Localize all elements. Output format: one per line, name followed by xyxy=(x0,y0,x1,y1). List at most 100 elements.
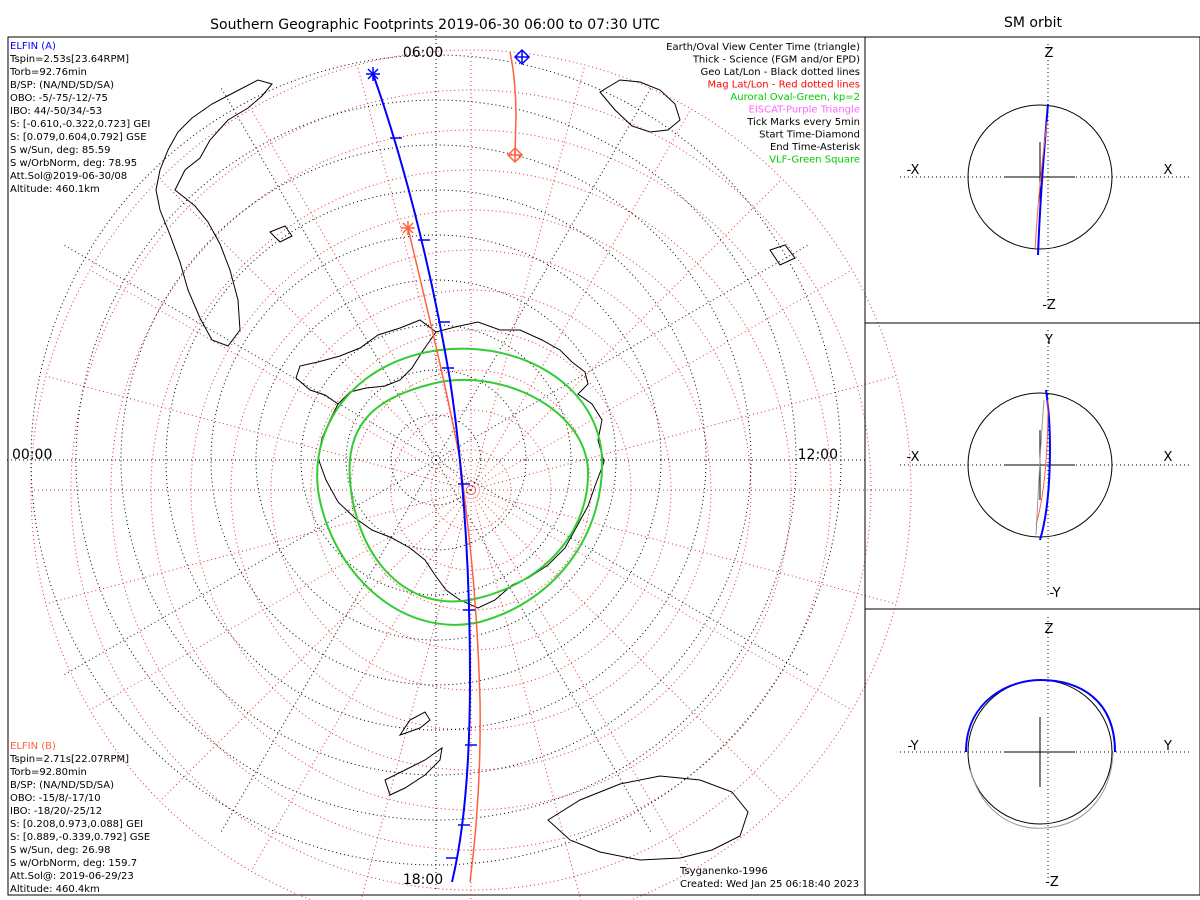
polar-map: 06:00 00:00 12:00 18:00 xyxy=(6,30,912,900)
elfin-b-line: S w/Sun, deg: 26.98 xyxy=(10,845,110,856)
hour-label-top: 06:00 xyxy=(403,45,443,61)
elfin-a-line: IBO: 44/-50/34/-53 xyxy=(10,106,102,117)
main-title: Southern Geographic Footprints 2019-06-3… xyxy=(210,17,660,33)
mag-lon-line xyxy=(45,489,472,605)
sm-panel-yz: Z -Z -Y Y xyxy=(900,617,1190,890)
start-marker-a xyxy=(513,48,531,66)
legend-item: VLF-Green Square xyxy=(769,155,860,166)
legend-item: EISCAT-Purple Triangle xyxy=(749,105,861,116)
mag-lon-line xyxy=(470,64,586,491)
geo-lon-line xyxy=(63,244,437,461)
elfin-b-line: B/SP: (NA/ND/SD/SA) xyxy=(10,780,114,791)
p2-right: X xyxy=(1164,450,1173,465)
elfin-b-name: ELFIN (B) xyxy=(10,741,56,752)
elfin-a-track xyxy=(372,73,472,883)
legend-item: End Time-Asterisk xyxy=(770,142,860,153)
mag-latlon-grid xyxy=(30,49,912,900)
geo-lat-circle xyxy=(120,144,752,776)
auroral-oval-outer xyxy=(316,347,604,626)
geo-lat-circle xyxy=(300,324,572,596)
p2-left: -X xyxy=(907,450,920,465)
elfin-a-ticks xyxy=(390,137,477,859)
geo-lon-line xyxy=(220,87,437,461)
australia-outline xyxy=(547,775,749,861)
africa-tip xyxy=(599,79,681,133)
elfin-b-info: ELFIN (B) Tspin=2.71s[22.07RPM] Torb=92.8… xyxy=(9,741,150,895)
mag-lon-line xyxy=(159,489,472,802)
p3-top: Z xyxy=(1045,622,1054,637)
elfin-a-line: B/SP: (NA/ND/SD/SA) xyxy=(10,80,114,91)
elfin-b-line: OBO: -15/8/-17/10 xyxy=(10,793,101,804)
credit-model: Tsyganenko-1996 xyxy=(679,866,768,877)
mag-lon-line xyxy=(470,178,783,491)
mag-lon-line xyxy=(470,489,783,802)
mag-lon-line xyxy=(356,64,472,491)
elfin-a-info: ELFIN (A) Tspin=2.53s[23.64RPM] Torb=92.7… xyxy=(9,41,150,195)
hour-label-bottom: 18:00 xyxy=(403,872,443,888)
elfin-b-line: Tspin=2.71s[22.07RPM] xyxy=(9,754,129,765)
geo-lon-line xyxy=(435,244,809,461)
credit-created: Created: Wed Jan 25 06:18:40 2023 xyxy=(680,879,859,890)
antarctica-outline xyxy=(317,321,605,609)
elfin-b-upper-track xyxy=(509,51,517,156)
p1-right: X xyxy=(1164,163,1173,178)
p3-left: -Y xyxy=(907,739,918,754)
p3-bottom: -Z xyxy=(1045,875,1059,890)
south-georgia xyxy=(269,225,293,243)
elfin-b-line: Torb=92.80min xyxy=(9,767,87,778)
kerguelen-island xyxy=(769,244,796,266)
geo-lat-circle xyxy=(345,369,527,551)
legend-item: Geo Lat/Lon - Black dotted lines xyxy=(701,67,860,78)
elfin-a-line: S w/OrbNorm, deg: 78.95 xyxy=(10,158,137,169)
elfin-b-line: IBO: -18/20/-25/12 xyxy=(10,806,102,817)
mag-lon-line xyxy=(470,108,692,491)
elfin-a-line: S: [-0.610,-0.322,0.723] GEI xyxy=(10,119,150,130)
end-marker-a xyxy=(366,67,380,81)
mag-lon-line xyxy=(159,178,472,491)
auroral-oval xyxy=(316,347,604,626)
legend-item: Tick Marks every 5min xyxy=(746,117,860,128)
elfin-b-line: Att.Sol@: 2019-06-29/23 xyxy=(10,871,134,882)
geo-lon-line xyxy=(435,459,652,833)
legend-item: Thick - Science (FGM and/or EPD) xyxy=(692,55,860,66)
elfin-b-lower-track xyxy=(407,227,481,883)
mag-lon-line xyxy=(470,489,582,900)
mag-lon-line xyxy=(470,489,692,872)
new-zealand xyxy=(384,746,443,796)
p1-top: Z xyxy=(1045,46,1054,61)
south-america-outline xyxy=(155,79,273,347)
mag-lon-line xyxy=(470,375,897,491)
elfin-b-line: Altitude: 460.4km xyxy=(10,884,100,895)
elfin-a-line: Tspin=2.53s[23.64RPM] xyxy=(9,54,129,65)
geo-lon-line xyxy=(435,87,652,461)
legend-item: Mag Lat/Lon - Red dotted lines xyxy=(707,80,860,91)
new-zealand-north xyxy=(398,711,431,736)
elfin-b-line: S: [0.889,-0.339,0.792] GSE xyxy=(10,832,150,843)
p1-bottom: -Z xyxy=(1042,298,1056,313)
auroral-oval-inner xyxy=(348,378,590,603)
elfin-a-line: Altitude: 460.1km xyxy=(10,184,100,195)
mag-lon-line xyxy=(89,269,472,491)
legend-item: Auroral Oval-Green, kp=2 xyxy=(730,92,860,103)
geo-latlon-grid xyxy=(6,30,866,890)
sm-orbit-panels: Z -Z -X X Y -Y -X X xyxy=(864,36,1200,896)
start-marker-b xyxy=(506,146,524,164)
elfin-b-line: S: [0.208,0.973,0.088] GEI xyxy=(10,819,143,830)
legend: Earth/Oval View Center Time (triangle) Th… xyxy=(666,42,860,166)
legend-item: Earth/Oval View Center Time (triangle) xyxy=(666,42,860,53)
p2-top: Y xyxy=(1044,333,1053,348)
legend-item: Start Time-Diamond xyxy=(759,130,860,141)
coastlines xyxy=(155,79,796,861)
sm-panel-xy: Y -Y -X X xyxy=(900,330,1190,601)
mag-lon-line xyxy=(470,269,853,491)
p3-right: Y xyxy=(1163,739,1172,754)
sm-panel-xz: Z -Z -X X xyxy=(900,44,1190,313)
sm-orbit-title: SM orbit xyxy=(1004,15,1063,31)
elfin-a-line: S w/Sun, deg: 85.59 xyxy=(10,145,110,156)
elfin-b-track xyxy=(407,51,517,883)
elfin-a-line: Torb=92.76min xyxy=(9,67,87,78)
elfin-a-footprint xyxy=(372,73,472,883)
p1-left: -X xyxy=(907,163,920,178)
mag-lon-line xyxy=(470,489,853,711)
